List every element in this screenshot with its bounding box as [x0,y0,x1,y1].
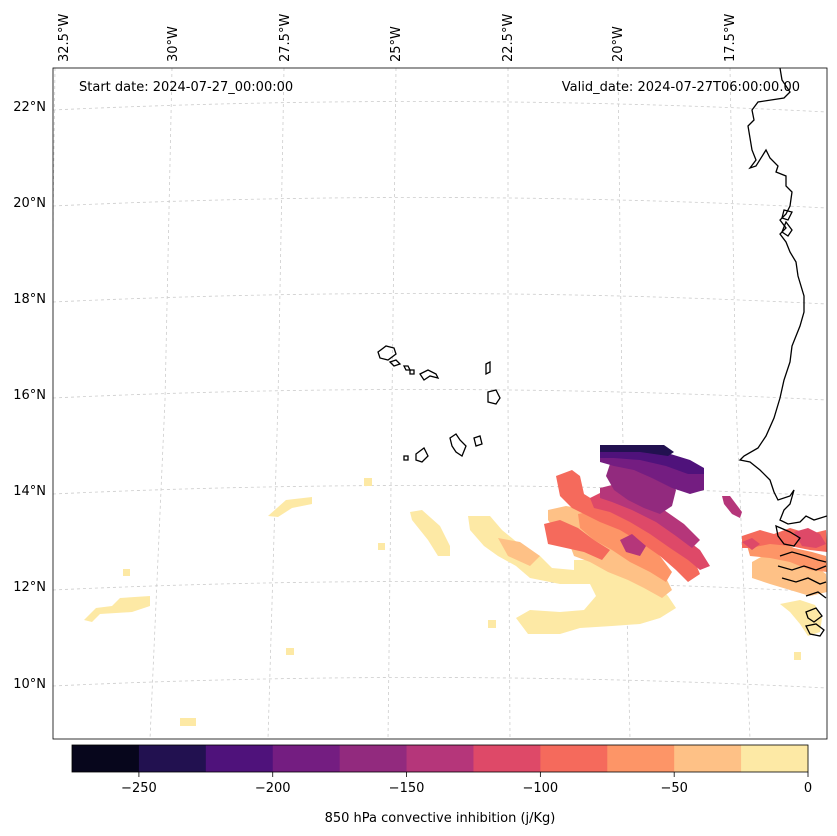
colorbar-swatch [741,745,809,772]
colorbar-swatch [272,745,341,772]
coastlines [377,68,827,637]
colorbar-swatch [339,745,408,772]
lon-label: 27.5°W [278,14,293,62]
colorbar-tick-label: −250 [121,781,157,796]
colorbar-swatch [138,745,207,772]
valid-date-annotation: Valid_date: 2024-07-27T06:00:00.00 [562,80,800,95]
longitude-labels: 32.5°W 30°W 27.5°W 25°W 22.5°W 20°W 17.5… [57,14,738,62]
lon-label: 25°W [389,26,404,62]
colorbar-tick-label: −50 [660,781,687,796]
colorbar-swatch [72,745,140,772]
african-coastline [738,68,827,525]
start-date-annotation: Start date: 2024-07-27_00:00:00 [79,80,293,95]
lon-label: 22.5°W [501,14,516,62]
lon-label: 17.5°W [723,14,738,62]
lon-label: 30°W [166,26,181,62]
cin-band-minus100-to-minus125 [590,492,826,570]
lat-label: 14°N [13,484,46,499]
colorbar-swatch [607,745,675,772]
colorbar-swatch [540,745,608,772]
colorbar-tick-label: −100 [523,781,559,796]
lat-label: 10°N [13,677,46,692]
lon-label: 32.5°W [57,14,72,62]
cin-band-minus125-to-minus150 [600,484,742,556]
colorbar-tick-label: 0 [804,781,812,796]
colorbar-label: 850 hPa convective inhibition (j/Kg) [325,811,556,826]
lat-label: 22°N [13,100,46,115]
colorbar-tick-label: −150 [389,781,425,796]
colorbar-swatch [674,745,742,772]
colorbar-frame [71,744,809,773]
santo-antao-island [377,345,397,361]
colorbar-swatch [473,745,541,772]
map-frame [52,67,828,740]
gridlines [53,68,827,739]
lat-label: 12°N [13,580,46,595]
lat-label: 16°N [13,388,46,403]
lon-label: 20°W [611,26,626,62]
colorbar-tick-label: −200 [255,781,291,796]
colorbar-swatch [406,745,474,772]
cin-band-minus200-to-minus225 [600,445,704,474]
cin-field [84,445,827,726]
cin-band-minus225-to-minus250 [600,445,674,456]
lat-label: 20°N [13,196,46,211]
latitude-labels: 22°N 20°N 18°N 16°N 14°N 12°N 10°N [13,100,46,692]
map-area [53,68,827,739]
colorbar-swatch [205,745,274,772]
lat-label: 18°N [13,292,46,307]
colorbar: −250 −200 −150 −100 −50 0 850 hPa convective … [71,744,812,826]
